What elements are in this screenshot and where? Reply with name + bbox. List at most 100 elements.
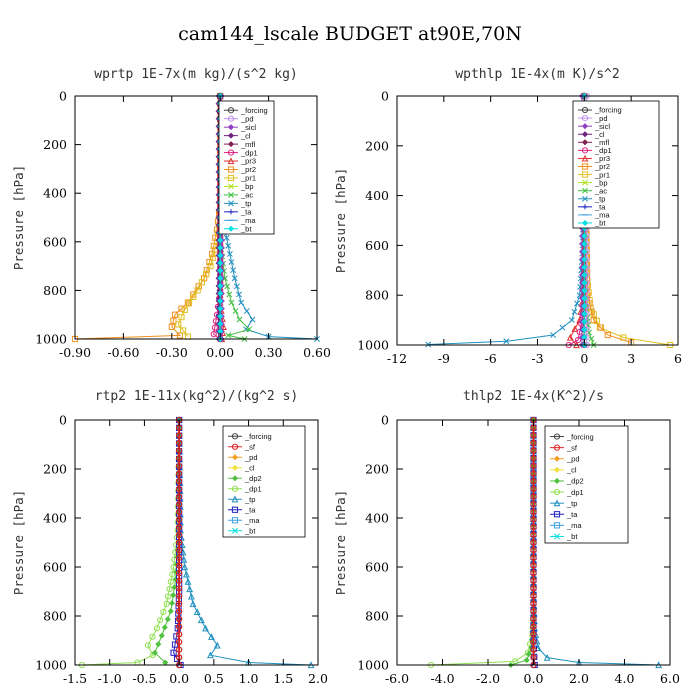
series-point-dp1b — [153, 625, 161, 632]
legend-entry: _ta — [566, 510, 578, 519]
series-point-tp — [231, 275, 238, 282]
y-tick-label: 600 — [365, 238, 389, 253]
series-point-tp — [249, 316, 256, 323]
series-point-tp — [180, 555, 188, 563]
series-point-bt — [581, 287, 588, 294]
legend-entry: _forcing — [240, 106, 268, 115]
series-point-sf — [176, 623, 183, 630]
x-tick-label: 0.0 — [169, 671, 189, 686]
legend-entry: _bp — [594, 178, 608, 187]
x-tick-label: -3 — [531, 351, 543, 366]
legend-entry: _dp1 — [566, 488, 584, 497]
legend-marker — [227, 107, 235, 114]
legend-entry: _ac — [594, 186, 607, 195]
x-tick-label: 6 — [674, 351, 682, 366]
x-tick-label: 0.30 — [255, 345, 283, 360]
legend-marker — [227, 124, 235, 131]
series-point-tp — [208, 633, 215, 640]
series-point-sf — [176, 577, 183, 584]
series-point-pr2 — [590, 317, 597, 324]
legend: _forcing _sf _pd _cl _dp2 _dp1 _tp _ta _ma _bt — [544, 425, 629, 544]
series-point-sf — [176, 462, 183, 470]
series-point-tp — [182, 570, 190, 578]
panel-title: wprtp 1E-7x(m kg)/(s^2 kg) — [94, 67, 298, 82]
series-point-sf — [530, 432, 537, 439]
legend-entry: _pr2 — [594, 162, 610, 171]
series-point-pr2 — [604, 331, 611, 339]
x-tick-label: -1.0 — [98, 671, 122, 686]
series-point-sf — [530, 600, 537, 607]
legend-entry: _sf — [244, 442, 256, 451]
chart-panel-1: wprtp 1E-7x(m kg)/(s^2 kg) Pressure [hPa]… — [11, 67, 331, 360]
legend-entry: _forcing — [566, 432, 594, 441]
series-point-sf — [176, 638, 183, 646]
series-point-sf — [530, 646, 537, 653]
series-point-tp — [503, 338, 510, 345]
series-point-sf — [176, 608, 183, 615]
legend-marker — [227, 132, 235, 139]
legend-entry: _dp2 — [244, 474, 262, 483]
series-point-bt — [581, 264, 588, 271]
series-point-sf — [176, 485, 183, 493]
legend-entry: _cl — [244, 463, 255, 472]
series-point-sf — [176, 562, 183, 569]
series-point-sf — [176, 493, 183, 500]
y-axis-label: Pressure [hPa] — [11, 490, 26, 595]
legend-entry: _pr2 — [240, 165, 256, 174]
series-point-tp — [228, 259, 235, 266]
legend-marker — [231, 475, 239, 482]
series-point-dp1 — [210, 331, 217, 338]
plot-frame — [74, 95, 318, 340]
series-point-sf — [530, 570, 537, 577]
x-tick-label: -0.90 — [59, 345, 91, 360]
legend-entry: _mfl — [240, 140, 256, 149]
series-point-sf — [176, 524, 183, 531]
series-point-pr2 — [176, 332, 183, 339]
series-point-sf — [176, 508, 183, 515]
series-point-tp — [238, 299, 245, 306]
legend-entry: _cl — [566, 466, 577, 475]
y-tick-label: 0 — [59, 413, 67, 428]
y-axis-label: Pressure [hPa] — [333, 490, 348, 595]
series-point-tp — [213, 641, 221, 649]
series-point-bt — [581, 248, 588, 255]
legend-entry: _ac — [240, 191, 253, 200]
series-point-dp2 — [170, 592, 177, 599]
legend: _forcing_pd_sicl_cl_mfl_dp1_pr3_pr2_pr1_… — [218, 100, 275, 235]
series-point-pr2 — [171, 311, 179, 318]
legend-marker — [231, 443, 239, 450]
legend-entry: _bt — [594, 219, 606, 228]
legend-entry: _pr3 — [240, 157, 256, 166]
chart-panel-4: thlp2 1E-4x(K^2)/s Pressure [hPa] -6.0 -4.0… — [333, 389, 680, 686]
series-point-sf — [176, 592, 183, 600]
series-point-sf — [530, 615, 537, 623]
series-point-tp — [559, 324, 566, 331]
series-point-pr1 — [194, 287, 201, 294]
series-point-dp1b — [164, 593, 172, 600]
y-tick-label: 400 — [365, 511, 389, 526]
series-point-bt — [217, 237, 224, 244]
series-point-sf — [530, 577, 537, 584]
x-tick-label: 6.0 — [660, 671, 680, 686]
series-point-bt — [217, 290, 224, 297]
series-point-sf — [530, 539, 537, 546]
y-tick-label: 0 — [59, 89, 67, 104]
series-point-sf — [176, 432, 183, 439]
series-point-sf — [176, 631, 183, 638]
y-tick-label: 1000 — [357, 658, 389, 673]
legend-entry: _tp — [594, 194, 605, 203]
series-point-sf — [176, 585, 183, 592]
x-tick-label: -1.5 — [63, 671, 87, 686]
series-point-sf — [530, 585, 537, 592]
legend-entry: _forcing — [244, 432, 272, 441]
series-point-dp2 — [158, 632, 165, 639]
series-point-dp2 — [164, 616, 171, 623]
legend-entry: _cl — [240, 131, 251, 140]
x-tick-label: -12 — [387, 351, 407, 366]
y-tick-label: 600 — [43, 234, 67, 249]
y-tick-label: 400 — [43, 511, 67, 526]
y-tick-label: 1000 — [357, 338, 389, 353]
series-point-sf — [530, 524, 537, 531]
y-tick-label: 200 — [365, 138, 389, 153]
series-point-sf — [530, 470, 537, 477]
